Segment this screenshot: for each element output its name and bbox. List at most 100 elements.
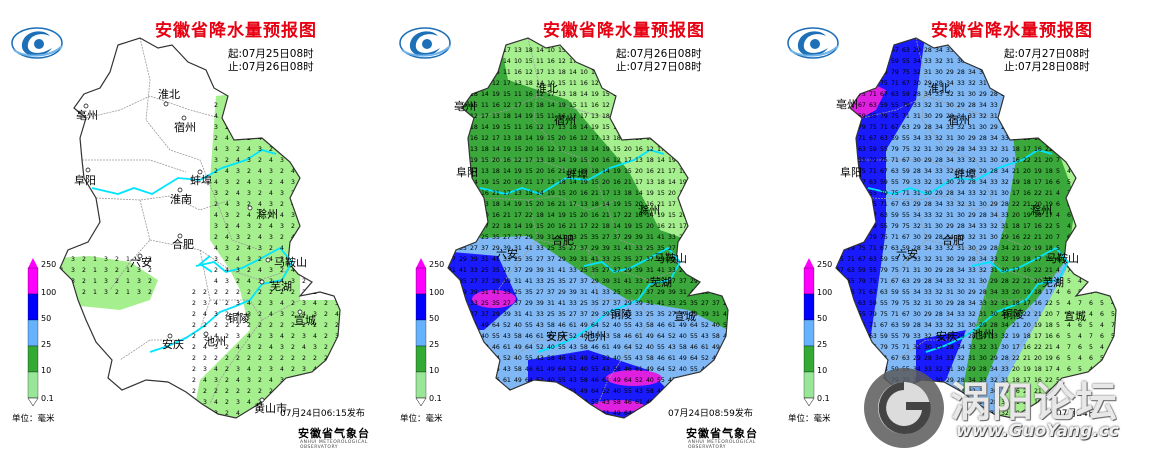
grid-value: 4 — [269, 223, 273, 230]
grid-value: 4 — [1056, 135, 1060, 142]
grid-value: 1 — [126, 278, 130, 285]
grid-value: 15 — [635, 223, 643, 230]
grid-value: 2 — [214, 289, 218, 296]
grid-value: 17 — [602, 190, 610, 197]
grid-value: 3 — [137, 278, 141, 285]
grid-value: 21 — [657, 201, 665, 208]
grid-value: 55 — [858, 157, 866, 164]
grid-value: 2 — [225, 333, 229, 340]
grid-value: 79 — [880, 113, 888, 120]
grid-value: 27 — [701, 234, 709, 241]
grid-value: 64 — [558, 333, 566, 340]
grid-value: 31 — [990, 344, 998, 351]
city-label: 蚌埠 — [190, 173, 212, 187]
grid-value: 3 — [214, 256, 218, 263]
grid-value: 4 — [313, 146, 317, 153]
grid-value: 33 — [968, 113, 976, 120]
rainfall-map-1: 2 4 3 2 4 3 2 4 3 2 4 34 3 2 4 3 2 4 3 2 4 3 23 2 4 3 2 4 3 2 4 3 2 42 4 3 2… — [59, 37, 341, 419]
grid-value: 4 — [324, 102, 328, 109]
grid-value: 3 — [302, 399, 306, 406]
grid-value: 2 — [269, 322, 273, 329]
grid-value: 4 — [313, 179, 317, 186]
grid-value: 4 — [214, 245, 218, 252]
grid-value: 67 — [869, 289, 877, 296]
grid-value: 37 — [646, 289, 654, 296]
grid-value: 19 — [701, 146, 709, 153]
grid-value: 14 — [635, 190, 643, 197]
grid-value: 20 — [690, 157, 698, 164]
grid-value: 58 — [613, 399, 621, 406]
grid-value: 75 — [891, 267, 899, 274]
grid-value: 55 — [591, 399, 599, 406]
grid-value: 35 — [525, 289, 533, 296]
grid-value: 14 — [525, 135, 533, 142]
grid-value: 3 — [335, 267, 339, 274]
grid-value: 49 — [613, 410, 621, 417]
grid-value: 16 — [712, 69, 720, 76]
grid-value: 2 — [192, 333, 196, 340]
grid-value: 33 — [503, 289, 511, 296]
grid-value: 5 — [1111, 311, 1115, 318]
grid-value: 2 — [324, 311, 328, 318]
grid-value: 32 — [990, 377, 998, 384]
grid-value: 19 — [1034, 322, 1042, 329]
grid-value: 75 — [902, 69, 910, 76]
grid-value: 12 — [690, 80, 698, 87]
grid-value: 39 — [536, 300, 544, 307]
grid-value: 14 — [602, 201, 610, 208]
grid-value: 59 — [891, 212, 899, 219]
grid-value: 55 — [657, 410, 665, 417]
grid-value: 71 — [891, 311, 899, 318]
grid-value: 63 — [891, 322, 899, 329]
grid-value: 40 — [679, 366, 687, 373]
grid-value: 4 — [1056, 344, 1060, 351]
grid-value: 64 — [690, 322, 698, 329]
grid-value: 6 — [1078, 113, 1082, 120]
grid-value: 61 — [536, 399, 544, 406]
grid-value: 3 — [269, 102, 273, 109]
grid-value: 61 — [536, 333, 544, 340]
grid-value: 29 — [946, 146, 954, 153]
grid-value: 21 — [591, 190, 599, 197]
grid-value: 33 — [946, 355, 954, 362]
grid-value: 2 — [225, 344, 229, 351]
grid-value: 35 — [492, 267, 500, 274]
grid-value: 15 — [558, 47, 566, 54]
grid-value: 33 — [946, 278, 954, 285]
grid-value: 32 — [935, 289, 943, 296]
grid-value: 37 — [679, 245, 687, 252]
grid-value: 40 — [679, 333, 687, 340]
grid-value: 6 — [1111, 212, 1115, 219]
grid-value: 3 — [280, 311, 284, 318]
grid-value: 61 — [668, 322, 676, 329]
grid-value: 2 — [291, 157, 295, 164]
grid-value: 12 — [492, 80, 500, 87]
grid-value: 21 — [459, 201, 467, 208]
grid-value: 49 — [514, 410, 522, 417]
grid-value: 31 — [712, 245, 720, 252]
grid-value: 28 — [924, 355, 932, 362]
grid-value: 17 — [646, 124, 654, 131]
grid-value: 31 — [957, 91, 965, 98]
grid-value: 16 — [635, 146, 643, 153]
grid-value: 33 — [924, 212, 932, 219]
grid-value: 2 — [236, 212, 240, 219]
grid-value: 31 — [924, 223, 932, 230]
grid-value: 28 — [935, 157, 943, 164]
grid-value: 21 — [668, 223, 676, 230]
grid-value: 71 — [847, 256, 855, 263]
grid-value: 18 — [602, 113, 610, 120]
grid-value: 58 — [481, 410, 489, 417]
grid-value: 29 — [924, 311, 932, 318]
grid-value: 4 — [258, 102, 262, 109]
grid-value: 32 — [1001, 256, 1009, 263]
grid-value: 17 — [1034, 256, 1042, 263]
grid-value: 14 — [547, 212, 555, 219]
grid-value: 6 — [1056, 256, 1060, 263]
grid-value: 32 — [946, 168, 954, 175]
grid-value: 34 — [924, 91, 932, 98]
grid-value: 31 — [946, 135, 954, 142]
grid-value: 2 — [115, 267, 119, 274]
grid-value: 3 — [225, 179, 229, 186]
grid-value: 21 — [1012, 399, 1020, 406]
